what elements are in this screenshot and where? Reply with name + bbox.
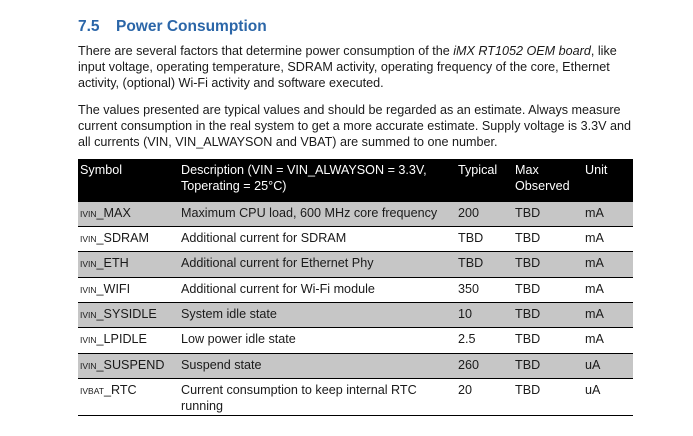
intro-text-after: , like input voltage, operating temperat… bbox=[78, 44, 617, 90]
row-description: Additional current for Wi-Fi module bbox=[179, 277, 456, 304]
intro-paragraph: There are several factors that determine… bbox=[78, 43, 638, 91]
row-symbol: IVBAT_RTC bbox=[78, 378, 179, 417]
row-unit: mA bbox=[583, 277, 633, 304]
board-name: iMX RT1052 OEM board bbox=[453, 44, 591, 58]
row-description: Additional current for Ethernet Phy bbox=[179, 251, 456, 278]
row-symbol: IVIN_SUSPEND bbox=[78, 353, 179, 380]
header-typical: Typical bbox=[458, 163, 498, 177]
section-number: 7.5 bbox=[78, 18, 100, 35]
row-unit: mA bbox=[583, 226, 633, 253]
row-typical: TBD bbox=[456, 226, 513, 253]
row-description: Current consumption to keep internal RTC… bbox=[179, 378, 456, 417]
row-max: TBD bbox=[513, 277, 583, 304]
row-typical: TBD bbox=[456, 251, 513, 278]
row-max: TBD bbox=[513, 251, 583, 278]
header-symbol: Symbol bbox=[80, 163, 122, 177]
row-description: Low power idle state bbox=[179, 327, 456, 354]
table-row: IVIN_LPIDLE Low power idle state 2.5 TBD… bbox=[78, 327, 633, 354]
table-row: IVIN_SYSIDLE System idle state 10 TBD mA bbox=[78, 302, 633, 329]
row-symbol: IVIN_SYSIDLE bbox=[78, 302, 179, 329]
table-row: IVBAT_RTC Current consumption to keep in… bbox=[78, 378, 633, 417]
header-description-line1: Description (VIN = VIN_ALWAYSON = 3.3V, bbox=[181, 163, 427, 177]
row-typical: 10 bbox=[456, 302, 513, 329]
row-max: TBD bbox=[513, 199, 583, 227]
row-symbol: IVIN_SDRAM bbox=[78, 226, 179, 253]
row-max: TBD bbox=[513, 226, 583, 253]
row-typical: 20 bbox=[456, 378, 513, 417]
table-row: IVIN_MAX Maximum CPU load, 600 MHz core … bbox=[78, 199, 633, 227]
header-max-observed: Max Observed bbox=[513, 159, 583, 201]
row-description: Additional current for SDRAM bbox=[179, 226, 456, 253]
section-title: Power Consumption bbox=[116, 18, 267, 35]
row-max: TBD bbox=[513, 353, 583, 380]
row-typical: 2.5 bbox=[456, 327, 513, 354]
row-description: Maximum CPU load, 600 MHz core frequency bbox=[179, 199, 456, 227]
row-typical: 200 bbox=[456, 199, 513, 227]
row-max: TBD bbox=[513, 302, 583, 329]
row-symbol: IVIN_LPIDLE bbox=[78, 327, 179, 354]
row-symbol: IVIN_WIFI bbox=[78, 277, 179, 304]
table-row: IVIN_SDRAM Additional current for SDRAM … bbox=[78, 226, 633, 253]
row-symbol: IVIN_ETH bbox=[78, 251, 179, 278]
header-description-line2: Toperating = 25°C) bbox=[181, 179, 287, 193]
header-description: Description (VIN = VIN_ALWAYSON = 3.3V, T… bbox=[179, 159, 456, 201]
header-max-line2: Observed bbox=[515, 179, 570, 193]
row-unit: uA bbox=[583, 353, 633, 380]
row-unit: uA bbox=[583, 378, 633, 417]
table-header-row: Symbol Description (VIN = VIN_ALWAYSON =… bbox=[78, 159, 633, 201]
row-unit: mA bbox=[583, 327, 633, 354]
row-typical: 350 bbox=[456, 277, 513, 304]
row-max: TBD bbox=[513, 378, 583, 417]
intro-text-before: There are several factors that determine… bbox=[78, 44, 454, 58]
power-consumption-table: Symbol Description (VIN = VIN_ALWAYSON =… bbox=[78, 159, 633, 417]
row-max: TBD bbox=[513, 327, 583, 354]
section-heading: 7.5 Power Consumption bbox=[78, 18, 267, 36]
row-description: System idle state bbox=[179, 302, 456, 329]
estimate-paragraph: The values presented are typical values … bbox=[78, 103, 632, 149]
row-unit: mA bbox=[583, 251, 633, 278]
row-symbol: IVIN_MAX bbox=[78, 199, 179, 227]
header-max-line1: Max bbox=[515, 163, 539, 177]
row-description: Suspend state bbox=[179, 353, 456, 380]
header-unit: Unit bbox=[585, 163, 608, 177]
row-unit: mA bbox=[583, 302, 633, 329]
row-unit: mA bbox=[583, 199, 633, 227]
row-typical: 260 bbox=[456, 353, 513, 380]
table-row: IVIN_WIFI Additional current for Wi-Fi m… bbox=[78, 277, 633, 304]
table-row: IVIN_SUSPEND Suspend state 260 TBD uA bbox=[78, 353, 633, 380]
table-row: IVIN_ETH Additional current for Ethernet… bbox=[78, 251, 633, 278]
